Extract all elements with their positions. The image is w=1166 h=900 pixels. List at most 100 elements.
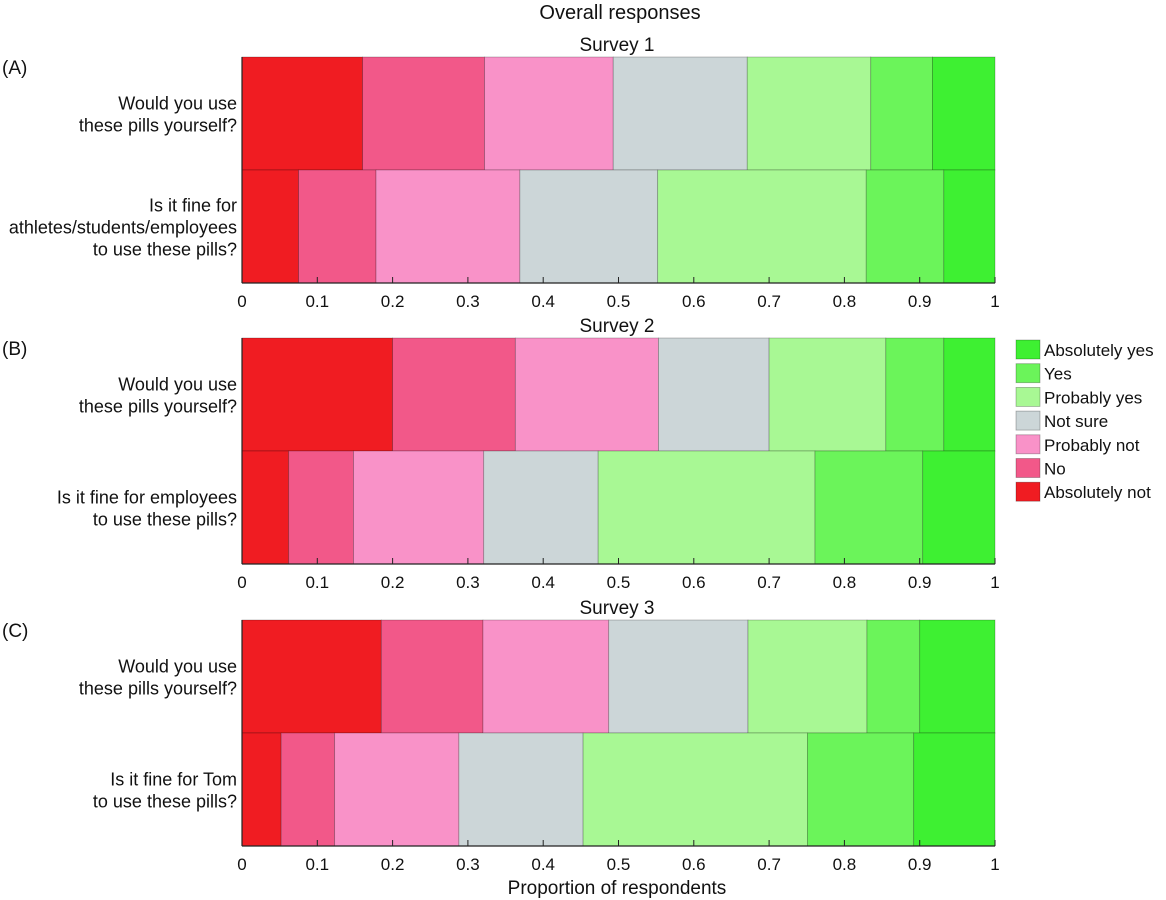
x-tick-label: 0.4 — [531, 573, 555, 592]
bar-segment-probably-not — [514, 337, 659, 452]
x-tick-label: 0.3 — [456, 292, 480, 311]
legend-swatch — [1015, 386, 1041, 407]
x-tick-label: 0.9 — [908, 855, 932, 874]
bar-segment-yes — [807, 732, 915, 847]
bar-segment-no — [298, 169, 377, 284]
legend-label: No — [1044, 460, 1066, 479]
x-tick-label: 0.4 — [531, 855, 555, 874]
bar-segment-probably-yes — [768, 337, 887, 452]
panels-layer: Survey 1 (A) Would you use these pills your… — [2, 35, 1000, 874]
bar-segment-yes — [865, 169, 945, 284]
bar-segment-yes — [870, 56, 933, 171]
bar-segment-not-sure — [519, 169, 659, 284]
bar-segment-absolutely-yes — [943, 337, 996, 452]
x-tick-label: 0.1 — [305, 573, 329, 592]
bar-segment-probably-not — [353, 450, 485, 565]
bar-segment-absolutely-not — [241, 450, 290, 565]
legend-label: Absolutely yes — [1044, 341, 1154, 360]
x-tick-label: 1 — [990, 855, 999, 874]
panel-3: Survey 3 (C) Would you use these pills your… — [2, 598, 1000, 874]
y-category-label: Is it fine for athletes/students/employee… — [9, 196, 237, 260]
bar-segment-probably-not — [484, 56, 614, 171]
x-tick-label: 0.5 — [607, 855, 631, 874]
bar-segment-no — [380, 619, 484, 734]
x-tick-label: 0.2 — [381, 573, 405, 592]
panel-tag: (B) — [2, 339, 27, 360]
x-tick-label: 0 — [237, 855, 246, 874]
bar-segment-no — [280, 732, 336, 847]
panel-subtitle: Survey 3 — [580, 598, 655, 619]
legend-swatch — [1015, 481, 1041, 502]
panel-tag: (C) — [2, 621, 28, 642]
legend-label: Probably not — [1044, 436, 1140, 455]
legend-label: Not sure — [1044, 412, 1108, 431]
x-tick-label: 1 — [990, 292, 999, 311]
bar-segment-probably-yes — [747, 619, 868, 734]
bar-segment-not-sure — [458, 732, 584, 847]
bar-segment-absolutely-yes — [922, 450, 996, 565]
x-tick-label: 1 — [990, 573, 999, 592]
bar-segment-probably-yes — [582, 732, 808, 847]
bar-segment-absolutely-not — [241, 337, 394, 452]
x-tick-label: 0.1 — [305, 855, 329, 874]
y-category-label: Would you use these pills yourself? — [79, 94, 237, 136]
y-category-label: Is it fine for employees to use these pil… — [57, 488, 237, 530]
x-tick-label: 0.1 — [305, 292, 329, 311]
x-tick-label: 0.8 — [833, 573, 857, 592]
x-tick-label: 0.6 — [682, 573, 706, 592]
y-category-label: Would you use these pills yourself? — [79, 657, 237, 699]
legend-label: Probably yes — [1044, 388, 1142, 407]
x-tick-label: 0.4 — [531, 292, 555, 311]
bar-segment-absolutely-not — [241, 732, 282, 847]
bar-segment-absolutely-not — [241, 169, 299, 284]
panel-subtitle: Survey 1 — [580, 35, 655, 56]
chart-title: Overall responses — [539, 2, 700, 24]
bar-segment-probably-not — [334, 732, 460, 847]
x-tick-label: 0 — [237, 573, 246, 592]
y-category-label: Is it fine for Tom to use these pills? — [93, 770, 237, 812]
bar-segment-probably-not — [375, 169, 521, 284]
bar-segment-absolutely-not — [241, 619, 382, 734]
legend-label: Yes — [1044, 365, 1072, 384]
x-tick-label: 0.6 — [682, 855, 706, 874]
bar-segment-not-sure — [608, 619, 749, 734]
x-tick-label: 0.8 — [833, 292, 857, 311]
legend-swatch — [1015, 434, 1041, 455]
bar-segment-yes — [814, 450, 924, 565]
bar-segment-absolutely-yes — [919, 619, 996, 734]
legend-swatch — [1015, 363, 1041, 384]
panel-tag: (A) — [2, 58, 27, 79]
bar-segment-not-sure — [612, 56, 748, 171]
x-axis-title: Proportion of respondents — [508, 878, 727, 899]
bar-segment-probably-not — [482, 619, 610, 734]
legend-swatch — [1015, 410, 1041, 431]
x-tick-label: 0.3 — [456, 573, 480, 592]
bar-segment-no — [362, 56, 485, 171]
bar-segment-not-sure — [658, 337, 770, 452]
x-tick-label: 0 — [237, 292, 246, 311]
x-tick-label: 0.7 — [757, 855, 781, 874]
x-tick-label: 0.5 — [607, 573, 631, 592]
x-tick-label: 0.5 — [607, 292, 631, 311]
bar-segment-no — [392, 337, 516, 452]
x-tick-label: 0.2 — [381, 855, 405, 874]
x-tick-label: 0.9 — [908, 292, 932, 311]
bar-segment-probably-yes — [657, 169, 867, 284]
bar-segment-no — [288, 450, 354, 565]
x-tick-label: 0.6 — [682, 292, 706, 311]
legend-swatch — [1015, 339, 1041, 360]
bar-segment-absolutely-yes — [932, 56, 996, 171]
x-tick-label: 0.3 — [456, 855, 480, 874]
y-category-label: Would you use these pills yourself? — [79, 375, 237, 417]
bar-segment-yes — [885, 337, 945, 452]
bar-segment-not-sure — [483, 450, 599, 565]
panel-subtitle: Survey 2 — [580, 316, 655, 337]
x-tick-label: 0.9 — [908, 573, 932, 592]
bar-segment-probably-yes — [746, 56, 872, 171]
legend-label: Absolutely not — [1044, 483, 1151, 502]
x-tick-label: 0.7 — [757, 573, 781, 592]
bar-segment-probably-yes — [597, 450, 816, 565]
bar-segment-absolutely-not — [241, 56, 363, 171]
x-tick-label: 0.7 — [757, 292, 781, 311]
